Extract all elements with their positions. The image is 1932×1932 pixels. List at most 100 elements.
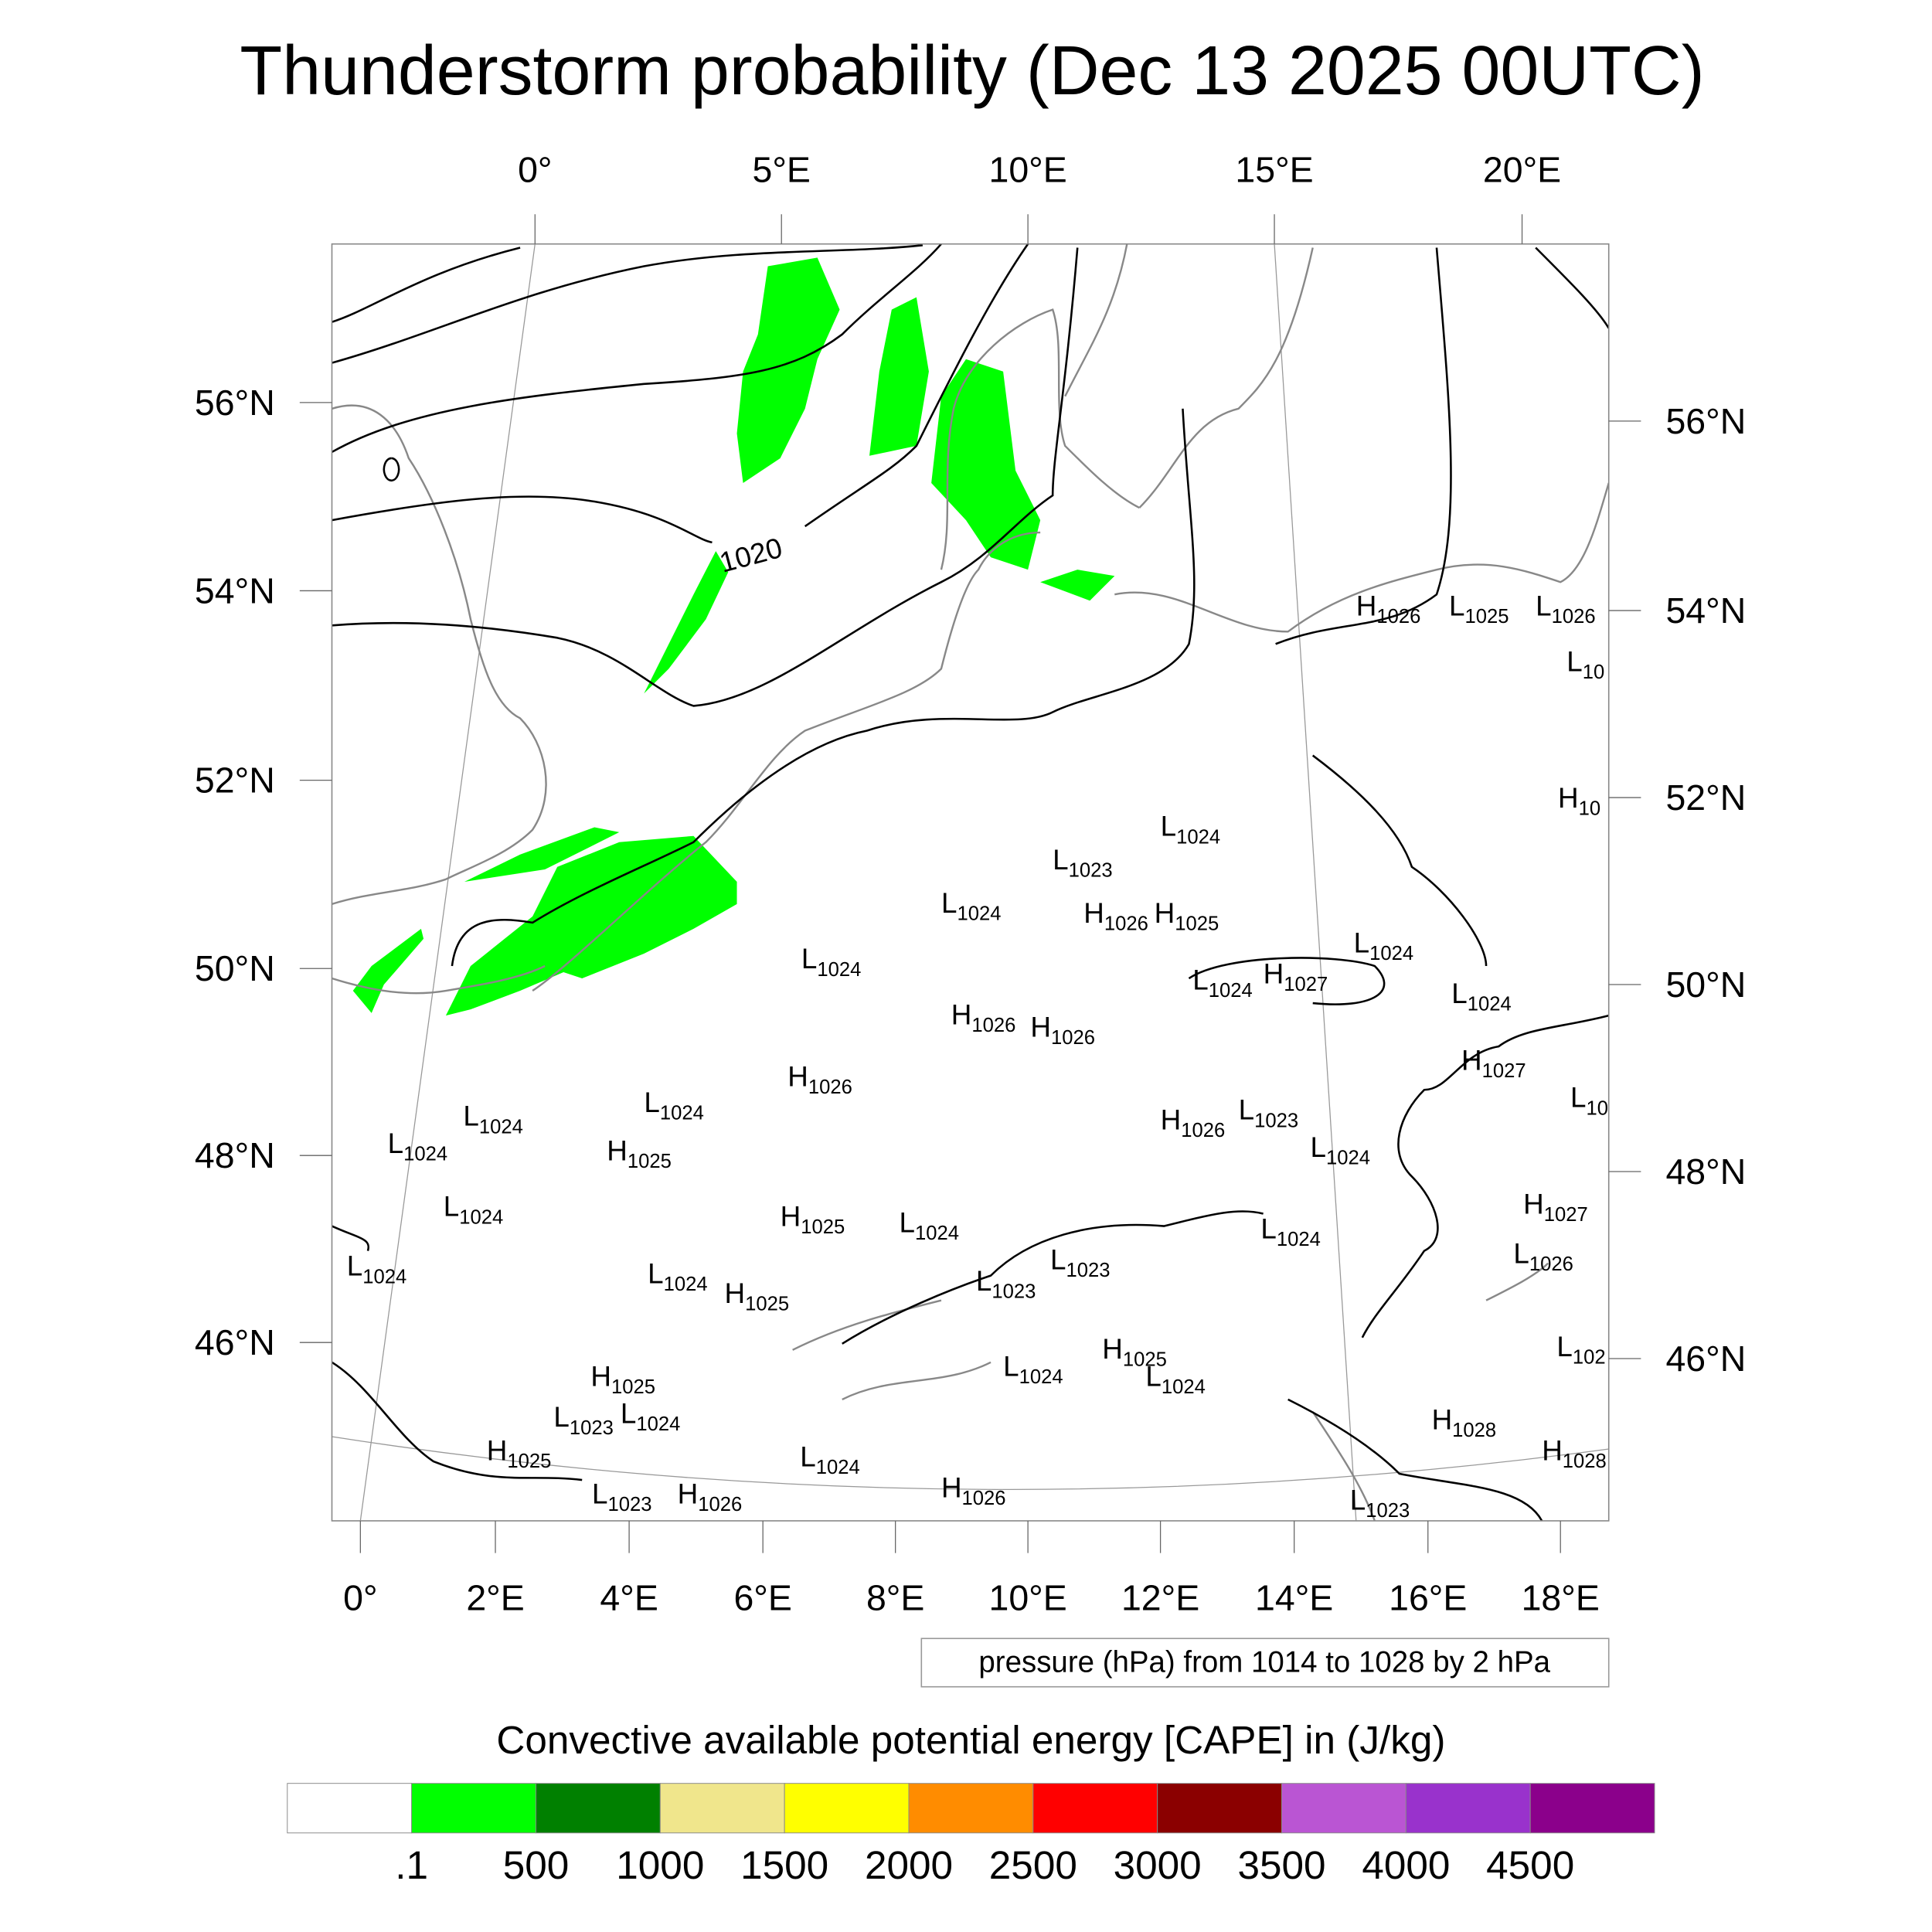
right-lat-label: 50°N xyxy=(1665,964,1746,1005)
low-pressure-label: L1023 xyxy=(1239,1094,1299,1132)
cape-areas xyxy=(352,257,1115,1016)
colorbar: .1 500 1000 1500 2000 2500 3000 3500 4000 4500 xyxy=(287,1783,1655,1887)
low-pressure-label: L1024 xyxy=(1145,1360,1206,1398)
bottom-lon-label: 8°E xyxy=(866,1577,924,1617)
colorbar-swatch xyxy=(659,1783,785,1834)
top-lon-label: 20°E xyxy=(1483,150,1561,190)
map-frame xyxy=(331,243,1610,1522)
low-pressure-label: L1024 xyxy=(388,1128,448,1165)
low-pressure-label: L1024 xyxy=(1354,927,1414,964)
top-lon-label: 5°E xyxy=(753,150,811,190)
left-lat-label: 46°N xyxy=(195,1322,275,1362)
cape-area xyxy=(1040,570,1115,601)
top-axis: 0° 5°E 10°E 15°E 20°E xyxy=(518,150,1561,244)
low-pressure-label: L1024 xyxy=(1192,964,1253,1002)
low-pressure-label: L1023 xyxy=(1053,844,1113,882)
cape-area xyxy=(736,257,840,483)
pressure-legend: pressure (hPa) from 1014 to 1028 by 2 hP… xyxy=(920,1638,1610,1688)
high-pressure-label: H1028 xyxy=(1432,1403,1497,1441)
bottom-lon-label: 4°E xyxy=(600,1577,658,1617)
high-pressure-label: H1026 xyxy=(678,1478,743,1516)
cape-area xyxy=(464,827,620,883)
colorbar-label: 3000 xyxy=(1114,1843,1202,1887)
colorbar-label: 4000 xyxy=(1362,1843,1450,1887)
isobars xyxy=(332,243,1609,1521)
colorbar-label: 1000 xyxy=(616,1843,704,1887)
graticule xyxy=(332,243,1609,1521)
low-pressure-label: L1023 xyxy=(553,1401,614,1439)
low-pressure-label: L1024 xyxy=(621,1397,681,1435)
high-pressure-label: H1026 xyxy=(941,1472,1006,1510)
low-pressure-label: L1024 xyxy=(1003,1350,1063,1388)
colorbar-label: 500 xyxy=(503,1843,570,1887)
colorbar-swatch xyxy=(784,1783,910,1834)
low-pressure-label: L1024 xyxy=(444,1191,504,1229)
left-lat-label: 50°N xyxy=(195,948,275,988)
colorbar-label: 3500 xyxy=(1237,1843,1325,1887)
bottom-axis: 0° 2°E 4°E 6°E 8°E 10°E 12°E 14°E 16°E 1… xyxy=(343,1520,1600,1617)
left-axis: 56°N 54°N 52°N 50°N 48°N 46°N xyxy=(195,383,332,1362)
top-lon-label: 0° xyxy=(518,150,552,190)
pressure-legend-text: pressure (hPa) from 1014 to 1028 by 2 hP… xyxy=(978,1645,1550,1679)
cape-area xyxy=(644,551,729,694)
low-pressure-label: L1024 xyxy=(800,1440,860,1478)
high-pressure-label: H1025 xyxy=(607,1135,672,1173)
low-pressure-label: L1026 xyxy=(1536,590,1596,628)
chart-title: Thunderstorm probability (Dec 13 2025 00… xyxy=(240,32,1704,110)
top-lon-label: 10°E xyxy=(988,150,1066,190)
right-lat-label: 56°N xyxy=(1665,401,1746,441)
coastlines xyxy=(332,243,1609,1521)
high-pressure-label: H1026 xyxy=(951,998,1016,1036)
low-pressure-label: L102 xyxy=(1556,1331,1605,1369)
low-pressure-label: L1024 xyxy=(1260,1213,1321,1251)
left-lat-label: 48°N xyxy=(195,1135,275,1175)
high-pressure-label: H1027 xyxy=(1461,1045,1526,1083)
low-pressure-label: L10 xyxy=(1566,646,1604,684)
isobar-label: 1020 xyxy=(716,532,786,579)
low-pressure-label: L1023 xyxy=(1050,1244,1111,1282)
low-pressure-label: L1024 xyxy=(899,1207,959,1245)
bottom-lon-label: 14°E xyxy=(1255,1577,1333,1617)
right-axis: 56°N 54°N 52°N 50°N 48°N 46°N xyxy=(1608,401,1746,1379)
colorbar-label: 1500 xyxy=(740,1843,828,1887)
low-pressure-label: L1024 xyxy=(644,1087,704,1124)
low-pressure-label: L1025 xyxy=(1449,590,1509,628)
high-pressure-label: H1026 xyxy=(1161,1104,1226,1142)
bottom-lon-label: 18°E xyxy=(1522,1577,1600,1617)
colorbar-swatch xyxy=(1281,1783,1406,1834)
cape-area xyxy=(931,359,1041,570)
left-lat-label: 52°N xyxy=(195,760,275,801)
colorbar-swatch xyxy=(908,1783,1034,1834)
low-pressure-label: L10 xyxy=(1570,1082,1608,1120)
low-pressure-label: L1024 xyxy=(463,1100,523,1138)
bottom-lon-label: 0° xyxy=(343,1577,377,1617)
low-pressure-label: L1026 xyxy=(1513,1238,1573,1276)
right-lat-label: 52°N xyxy=(1665,777,1746,818)
colorbar-swatch xyxy=(287,1783,413,1834)
high-pressure-label: H1025 xyxy=(781,1201,845,1239)
bottom-lon-label: 10°E xyxy=(988,1577,1066,1617)
colorbar-swatch xyxy=(1032,1783,1158,1834)
cape-area xyxy=(445,835,737,1016)
high-pressure-label: H1027 xyxy=(1523,1189,1588,1226)
high-pressure-label: H1025 xyxy=(590,1360,655,1398)
high-pressure-label: H1025 xyxy=(1155,897,1219,935)
colorbar-label: 4500 xyxy=(1486,1843,1574,1887)
bottom-lon-label: 6°E xyxy=(733,1577,791,1617)
left-lat-label: 56°N xyxy=(195,383,275,423)
colorbar-swatch xyxy=(411,1783,536,1834)
bottom-lon-label: 16°E xyxy=(1389,1577,1467,1617)
right-lat-label: 54°N xyxy=(1665,590,1746,631)
cape-area xyxy=(352,928,424,1013)
right-lat-label: 46°N xyxy=(1665,1338,1746,1379)
bottom-lon-label: 2°E xyxy=(466,1577,524,1617)
high-pressure-label: H1028 xyxy=(1542,1434,1607,1472)
colorbar-label: .1 xyxy=(395,1843,428,1887)
top-lon-label: 15°E xyxy=(1235,150,1313,190)
low-pressure-label: L1023 xyxy=(1350,1485,1410,1522)
right-lat-label: 48°N xyxy=(1665,1151,1746,1192)
colorbar-swatch xyxy=(535,1783,661,1834)
cape-area xyxy=(869,297,929,456)
